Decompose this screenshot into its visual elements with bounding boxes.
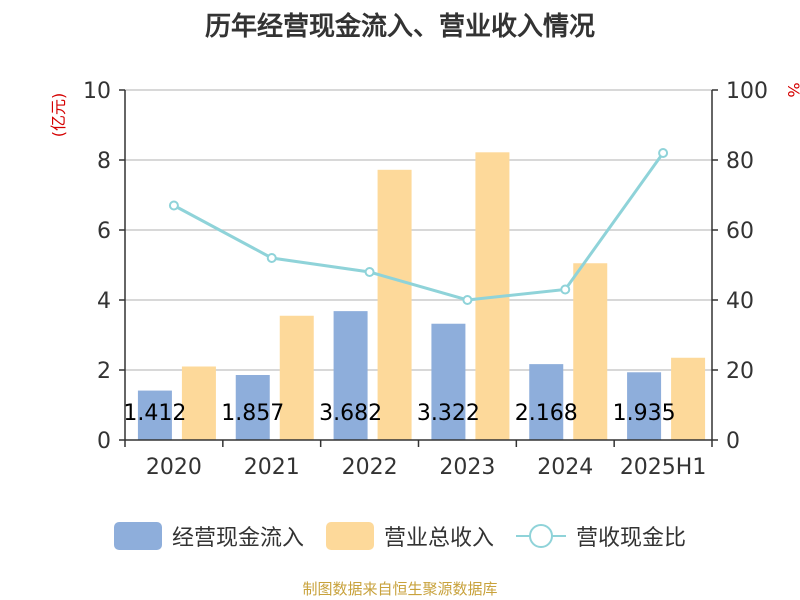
x-tick-label: 2024 bbox=[537, 455, 593, 480]
y-tick-label-left: 0 bbox=[97, 429, 111, 454]
legend-swatch-revenue bbox=[325, 522, 374, 550]
legend-label-revenue: 营业总收入 bbox=[383, 526, 494, 551]
point-ratio bbox=[560, 284, 571, 295]
legend-item-revenue[interactable]: 营业总收入 bbox=[325, 520, 494, 552]
y-tick-label-right: 20 bbox=[726, 359, 754, 384]
bar-revenue bbox=[573, 263, 608, 440]
bar-cash-inflow bbox=[137, 390, 172, 440]
y-tick-label-right: 100 bbox=[726, 79, 768, 104]
point-ratio bbox=[266, 253, 277, 263]
y-tick-label-left: 4 bbox=[97, 289, 111, 314]
point-ratio bbox=[364, 267, 375, 277]
bar-cash-inflow bbox=[431, 323, 466, 440]
data-label-cash-inflow: 1.412 bbox=[123, 401, 186, 426]
bar-revenue bbox=[181, 366, 216, 440]
x-tick-label: 2025H1 bbox=[620, 455, 707, 480]
x-tick-label: 2023 bbox=[439, 455, 495, 480]
legend-item-ratio[interactable]: 营收现金比 bbox=[516, 520, 686, 552]
line-ratio bbox=[173, 152, 665, 302]
point-ratio bbox=[658, 148, 669, 158]
bar-revenue bbox=[377, 169, 412, 441]
y-tick-label-right: 0 bbox=[726, 429, 740, 454]
bar-cash-inflow bbox=[333, 311, 368, 440]
legend: 经营现金流入 营业总收入 营收现金比 bbox=[0, 516, 800, 556]
data-label-cash-inflow: 2.168 bbox=[515, 401, 578, 426]
x-tick-label: 2022 bbox=[342, 455, 398, 480]
source-note: 制图数据来自恒生聚源数据库 bbox=[302, 580, 498, 598]
data-label-cash-inflow: 1.935 bbox=[613, 401, 676, 426]
y-tick-label-left: 8 bbox=[97, 149, 111, 174]
bar-cash-inflow bbox=[627, 372, 662, 440]
point-ratio bbox=[462, 295, 473, 305]
bar-cash-inflow bbox=[235, 375, 270, 440]
y-tick-label-left: 10 bbox=[83, 79, 111, 104]
legend-label-ratio: 营收现金比 bbox=[576, 526, 687, 551]
point-ratio bbox=[168, 200, 179, 211]
legend-label-cash-inflow: 经营现金流入 bbox=[171, 526, 304, 551]
bar-revenue bbox=[279, 315, 314, 440]
bar-cash-inflow bbox=[529, 364, 564, 440]
y-tick-label-right: 60 bbox=[726, 219, 754, 244]
y-tick-label-right: 80 bbox=[726, 149, 754, 174]
chart-title: 历年经营现金流入、营业收入情况 bbox=[204, 12, 595, 42]
y-tick-label-right: 40 bbox=[726, 289, 754, 314]
y-tick-label-left: 2 bbox=[97, 359, 111, 384]
y-axis-label-right: % bbox=[784, 82, 800, 97]
legend-swatch-ratio bbox=[516, 522, 566, 550]
bar-revenue bbox=[671, 357, 706, 440]
y-tick-label-left: 6 bbox=[97, 219, 111, 244]
data-label-cash-inflow: 3.682 bbox=[319, 401, 382, 426]
legend-item-cash-inflow[interactable]: 经营现金流入 bbox=[113, 520, 304, 552]
data-label-cash-inflow: 3.322 bbox=[417, 401, 480, 426]
x-tick-label: 2021 bbox=[244, 455, 300, 480]
data-label-cash-inflow: 1.857 bbox=[221, 401, 284, 426]
legend-swatch-cash-inflow bbox=[113, 522, 162, 550]
x-tick-label: 2020 bbox=[146, 455, 202, 480]
y-axis-label-left: (亿元) bbox=[49, 93, 68, 138]
